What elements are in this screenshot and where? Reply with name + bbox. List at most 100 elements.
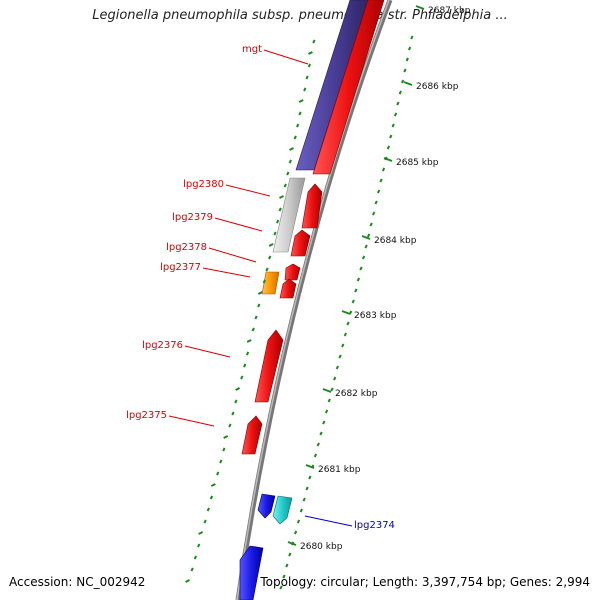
gc-dot — [299, 508, 304, 513]
gc-dot — [293, 530, 298, 535]
gc-dot — [307, 51, 313, 55]
gc-dot — [376, 189, 381, 194]
gc-dot — [296, 519, 301, 524]
ruler-tick-mark — [383, 157, 393, 162]
gene-label-lpg2380[interactable]: lpg2380 — [183, 179, 224, 190]
gc-dot — [354, 288, 358, 293]
backbone — [235, 0, 393, 600]
gc-dot — [391, 123, 395, 128]
cds-reverse-bottom-blue[interactable] — [239, 545, 264, 600]
gc-dot — [296, 123, 300, 128]
gc-dot — [265, 267, 269, 272]
orange-feature[interactable] — [261, 271, 280, 295]
gc-dot — [222, 447, 226, 452]
gc-dot — [240, 375, 244, 380]
gc-dot — [257, 303, 261, 308]
gc-dot — [356, 277, 361, 282]
kbp-ruler: 2687 kbp 2686 kbp 2685 kbp 2684 kbp 2683 kbp… — [287, 5, 471, 552]
gc-dot — [308, 475, 312, 480]
gc-dot — [288, 159, 292, 164]
gc-dot — [307, 63, 312, 68]
gene-label-lpg2377[interactable]: lpg2377 — [160, 262, 201, 273]
cds-forward-lpg2377[interactable] — [279, 278, 297, 299]
cds-reverse-lpg2374-cyan[interactable] — [272, 495, 293, 525]
gc-dot — [197, 543, 201, 548]
gc-dot — [324, 409, 329, 414]
gc-dot — [403, 68, 407, 73]
gc-dot — [389, 134, 393, 139]
gene-leader-line — [225, 184, 271, 197]
gene-label-lpg2376[interactable]: lpg2376 — [142, 340, 183, 351]
gc-dot — [235, 387, 241, 391]
ruler-tick-label: 2685 kbp — [396, 158, 439, 168]
forward-cds-features — [241, 0, 385, 455]
gc-dot — [219, 459, 223, 464]
gc-dot — [254, 315, 258, 320]
ruler-tick-mark — [403, 81, 413, 86]
gc-dot — [361, 255, 366, 260]
gc-dot — [305, 75, 309, 80]
gc-dot — [410, 35, 414, 40]
cds-reverse-lpg2374-blue[interactable] — [257, 493, 276, 519]
reverse-cds-features — [239, 493, 293, 600]
cds-forward-lpg2375[interactable] — [241, 415, 263, 455]
gc-dot — [268, 243, 274, 247]
gc-dot — [298, 111, 302, 116]
cds-forward-lpg2376[interactable] — [254, 329, 284, 403]
gc-dot — [293, 135, 297, 140]
gc-dot — [285, 563, 289, 568]
gc-dot — [203, 519, 207, 524]
gc-dot — [251, 327, 255, 332]
gc-dot — [210, 483, 216, 487]
gc-dot — [330, 387, 334, 392]
cds-forward-mgt[interactable] — [312, 0, 385, 175]
gene-label-lpg2374[interactable]: lpg2374 — [354, 520, 395, 531]
gc-dot — [338, 354, 342, 359]
gc-dot — [364, 244, 368, 249]
gene-label-mgt[interactable]: mgt — [242, 44, 262, 55]
cds-forward-lpg2380[interactable] — [301, 183, 323, 229]
ruler-tick-mark — [415, 5, 425, 10]
gc-dot — [234, 399, 238, 404]
gene-label-lpg2379[interactable]: lpg2379 — [172, 212, 213, 223]
gc-dot — [393, 112, 398, 117]
gc-dot — [288, 552, 292, 557]
gene-labels: mgt lpg2380 lpg2379 lpg2378 lpg2377 lpg2376 lp… — [126, 44, 395, 531]
gc-dot — [398, 90, 402, 95]
gc-dot — [303, 87, 307, 92]
gc-dot — [322, 420, 326, 425]
gc-dot — [346, 321, 350, 326]
ruler-tick-label: 2683 kbp — [354, 311, 397, 321]
gc-dot — [305, 486, 309, 491]
gene-leader-line — [263, 49, 309, 65]
gc-dot — [231, 411, 235, 416]
cds-forward-lpg2378[interactable] — [284, 263, 301, 281]
gc-dot — [381, 167, 386, 172]
gc-dot — [298, 99, 304, 103]
gc-dot — [190, 567, 194, 572]
gc-dot — [185, 579, 191, 583]
ruler-tick-mark — [341, 310, 351, 315]
gc-dot — [209, 495, 214, 500]
gc-dot — [246, 339, 252, 343]
gene-label-lpg2375[interactable]: lpg2375 — [126, 410, 167, 421]
trna-feature[interactable] — [272, 177, 306, 253]
gene-leader-line — [184, 345, 231, 358]
gene-leader-line — [208, 247, 257, 263]
ruler-tick-label: 2687 kbp — [428, 6, 471, 16]
gene-label-lpg2378[interactable]: lpg2378 — [166, 242, 207, 253]
gc-dot — [400, 79, 405, 84]
gc-dot — [273, 231, 277, 236]
gc-dot — [359, 266, 363, 271]
gc-dot — [396, 101, 400, 106]
gc-dot — [198, 531, 204, 535]
gc-dot — [275, 219, 280, 224]
gene-leader-line — [202, 267, 251, 278]
cds-forward-lpg2379[interactable] — [290, 229, 311, 257]
gc-dot — [351, 299, 355, 304]
ruler-tick-label: 2684 kbp — [374, 236, 417, 246]
gc-dot — [386, 145, 391, 150]
gc-dot — [312, 39, 316, 44]
gc-dot — [372, 211, 376, 216]
